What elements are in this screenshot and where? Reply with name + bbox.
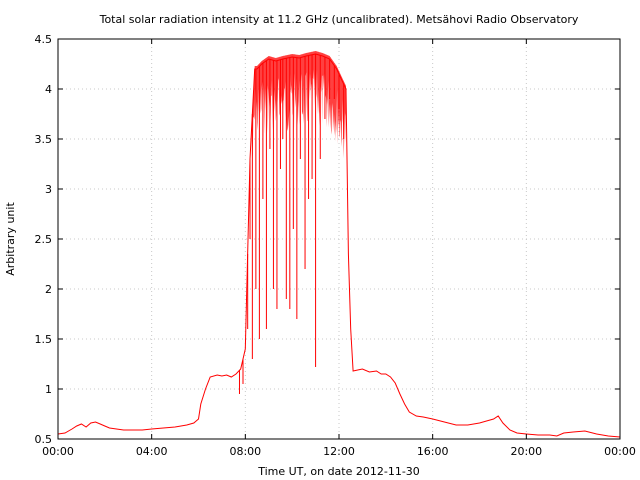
plot-lines: [57, 51, 621, 438]
y-tick-label: 4.5: [35, 33, 53, 46]
y-tick-label: 3.5: [35, 133, 53, 146]
activity-band: [252, 51, 346, 159]
x-tick-label: 00:00: [604, 445, 636, 458]
x-tick-label: 08:00: [229, 445, 261, 458]
x-tick-label: 16:00: [417, 445, 449, 458]
x-tick-label: 00:00: [42, 445, 74, 458]
y-tick-label: 4: [45, 83, 52, 96]
y-tick-label: 1: [45, 383, 52, 396]
y-tick-label: 1.5: [35, 333, 53, 346]
y-axis-label: Arbitrary unit: [4, 202, 17, 276]
y-tick-label: 2: [45, 283, 52, 296]
tick-labels: 00:00 04:00 08:00 12:00 16:00 20:00 00:000.511…: [35, 33, 636, 458]
chart-title: Total solar radiation intensity at 11.2 …: [99, 13, 579, 26]
grid: [58, 39, 620, 439]
y-tick-label: 0.5: [35, 433, 53, 446]
axis-ticks: [57, 38, 621, 440]
x-axis-label: Time UT, on date 2012-11-30: [257, 465, 420, 478]
x-tick-label: 12:00: [323, 445, 355, 458]
x-tick-label: 20:00: [510, 445, 542, 458]
y-tick-label: 2.5: [35, 233, 53, 246]
x-tick-label: 04:00: [136, 445, 168, 458]
y-tick-label: 3: [45, 183, 52, 196]
